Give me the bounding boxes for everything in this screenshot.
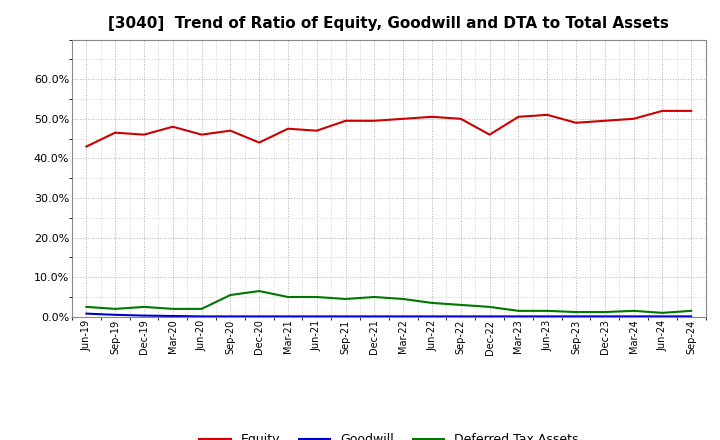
Goodwill: [341, 314, 350, 319]
Equity: [456, 116, 465, 121]
Deferred Tax Assets: [312, 294, 321, 300]
Goodwill: [629, 314, 638, 319]
Line: Equity: Equity: [86, 111, 691, 147]
Deferred Tax Assets: [543, 308, 552, 313]
Equity: [255, 140, 264, 145]
Equity: [197, 132, 206, 137]
Goodwill: [111, 312, 120, 317]
Equity: [226, 128, 235, 133]
Deferred Tax Assets: [658, 310, 667, 315]
Equity: [485, 132, 494, 137]
Deferred Tax Assets: [572, 309, 580, 315]
Equity: [514, 114, 523, 119]
Deferred Tax Assets: [456, 302, 465, 308]
Deferred Tax Assets: [428, 300, 436, 305]
Equity: [284, 126, 292, 131]
Goodwill: [399, 314, 408, 319]
Goodwill: [456, 314, 465, 319]
Equity: [543, 112, 552, 117]
Equity: [658, 108, 667, 114]
Deferred Tax Assets: [341, 297, 350, 302]
Legend: Equity, Goodwill, Deferred Tax Assets: Equity, Goodwill, Deferred Tax Assets: [194, 429, 583, 440]
Goodwill: [543, 314, 552, 319]
Goodwill: [82, 311, 91, 316]
Goodwill: [658, 314, 667, 319]
Goodwill: [514, 314, 523, 319]
Line: Goodwill: Goodwill: [86, 314, 691, 316]
Goodwill: [428, 314, 436, 319]
Deferred Tax Assets: [197, 306, 206, 312]
Equity: [600, 118, 609, 123]
Equity: [168, 124, 177, 129]
Deferred Tax Assets: [111, 306, 120, 312]
Deferred Tax Assets: [82, 304, 91, 310]
Goodwill: [485, 314, 494, 319]
Equity: [687, 108, 696, 114]
Deferred Tax Assets: [687, 308, 696, 313]
Deferred Tax Assets: [255, 289, 264, 294]
Goodwill: [284, 314, 292, 319]
Goodwill: [197, 314, 206, 319]
Goodwill: [600, 314, 609, 319]
Equity: [140, 132, 148, 137]
Equity: [111, 130, 120, 136]
Title: [3040]  Trend of Ratio of Equity, Goodwill and DTA to Total Assets: [3040] Trend of Ratio of Equity, Goodwil…: [109, 16, 669, 32]
Goodwill: [255, 314, 264, 319]
Deferred Tax Assets: [226, 292, 235, 297]
Equity: [341, 118, 350, 123]
Goodwill: [140, 313, 148, 318]
Deferred Tax Assets: [284, 294, 292, 300]
Equity: [399, 116, 408, 121]
Goodwill: [168, 313, 177, 319]
Equity: [428, 114, 436, 119]
Goodwill: [370, 314, 379, 319]
Deferred Tax Assets: [399, 297, 408, 302]
Goodwill: [312, 314, 321, 319]
Deferred Tax Assets: [600, 309, 609, 315]
Deferred Tax Assets: [485, 304, 494, 310]
Equity: [629, 116, 638, 121]
Deferred Tax Assets: [168, 306, 177, 312]
Deferred Tax Assets: [629, 308, 638, 313]
Deferred Tax Assets: [140, 304, 148, 310]
Equity: [370, 118, 379, 123]
Deferred Tax Assets: [370, 294, 379, 300]
Deferred Tax Assets: [514, 308, 523, 313]
Line: Deferred Tax Assets: Deferred Tax Assets: [86, 291, 691, 313]
Equity: [312, 128, 321, 133]
Goodwill: [572, 314, 580, 319]
Equity: [82, 144, 91, 149]
Goodwill: [226, 314, 235, 319]
Goodwill: [687, 314, 696, 319]
Equity: [572, 120, 580, 125]
